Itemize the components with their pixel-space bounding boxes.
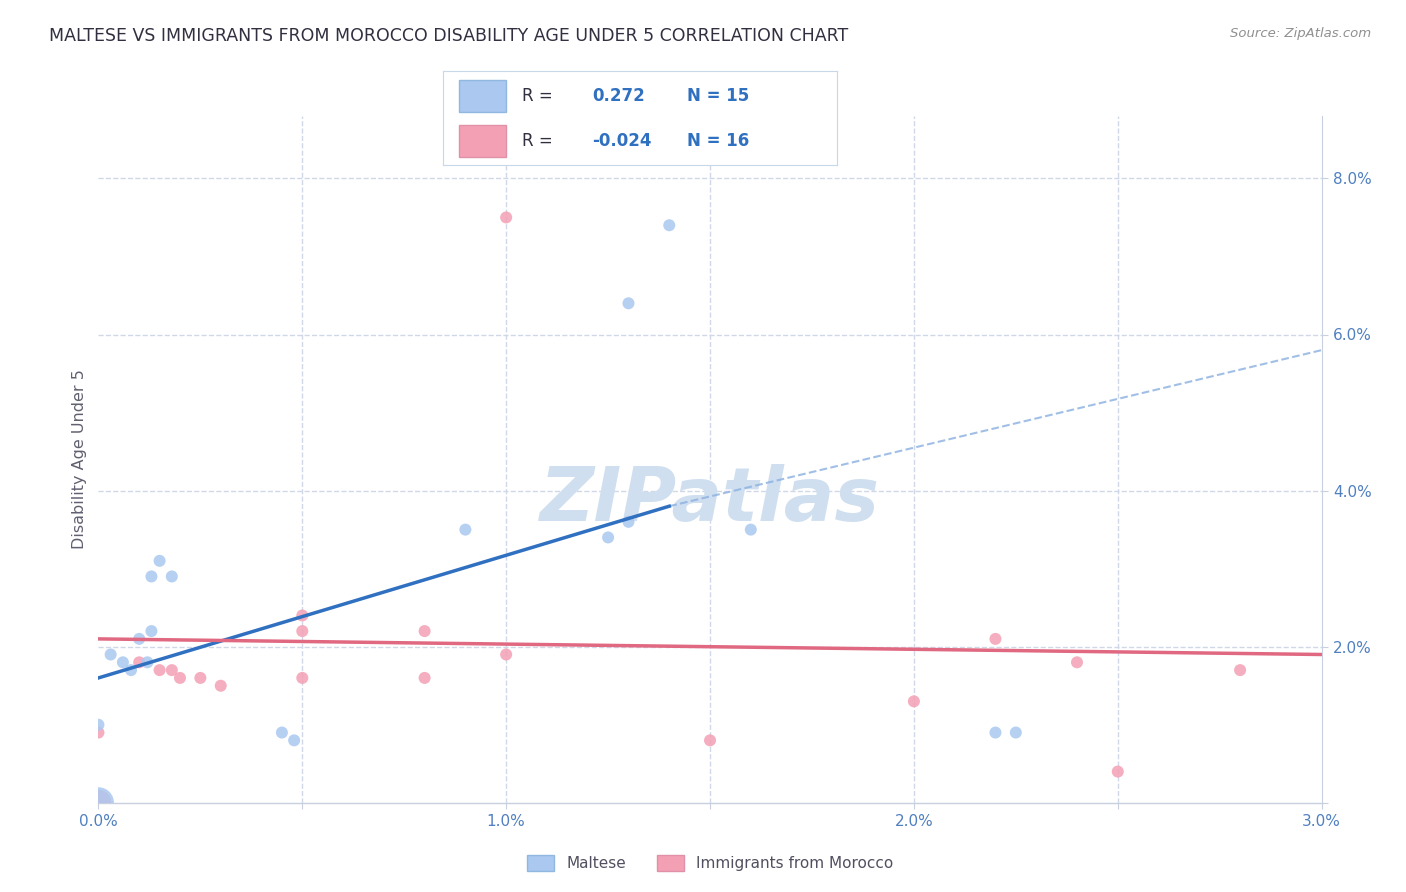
Text: N = 16: N = 16 [688,132,749,150]
Point [1066,655,1088,669]
Point [1229,663,1251,677]
Point [128,655,150,669]
Point [136,655,159,669]
Point [169,671,191,685]
Point [120,663,142,677]
Text: ZIPatlas: ZIPatlas [540,464,880,537]
Point [413,624,436,639]
Point [87,725,110,739]
Y-axis label: Disability Age Under 5: Disability Age Under 5 [72,369,87,549]
Point [291,608,314,623]
Point [658,219,681,233]
Point [495,648,517,662]
Point [740,523,762,537]
Point [598,530,620,544]
Point [291,624,314,639]
Point [454,523,477,537]
Point [617,296,640,310]
Point [903,694,925,708]
Point [141,569,163,583]
Bar [458,79,506,112]
Bar [458,125,506,157]
Text: N = 15: N = 15 [688,87,749,104]
Point [149,663,172,677]
Point [209,679,232,693]
Point [413,671,436,685]
Point [495,211,517,225]
Point [141,624,163,639]
Point [128,632,150,646]
Point [699,733,721,747]
Point [111,655,134,669]
Point [617,515,640,529]
Text: MALTESE VS IMMIGRANTS FROM MOROCCO DISABILITY AGE UNDER 5 CORRELATION CHART: MALTESE VS IMMIGRANTS FROM MOROCCO DISAB… [49,27,848,45]
Point [283,733,305,747]
Text: R =: R = [522,87,553,104]
Point [1107,764,1129,779]
Point [984,725,1007,739]
Point [87,796,110,810]
Point [87,717,110,731]
Point [188,671,212,685]
Point [160,569,183,583]
Point [160,663,183,677]
Text: Source: ZipAtlas.com: Source: ZipAtlas.com [1230,27,1371,40]
Legend: Maltese, Immigrants from Morocco: Maltese, Immigrants from Morocco [520,849,900,878]
Point [291,671,314,685]
Point [87,796,110,810]
Text: R =: R = [522,132,553,150]
Point [270,725,292,739]
Text: -0.024: -0.024 [592,132,652,150]
Point [149,554,172,568]
Point [100,648,122,662]
Point [1004,725,1026,739]
Text: 0.272: 0.272 [592,87,645,104]
Point [984,632,1007,646]
